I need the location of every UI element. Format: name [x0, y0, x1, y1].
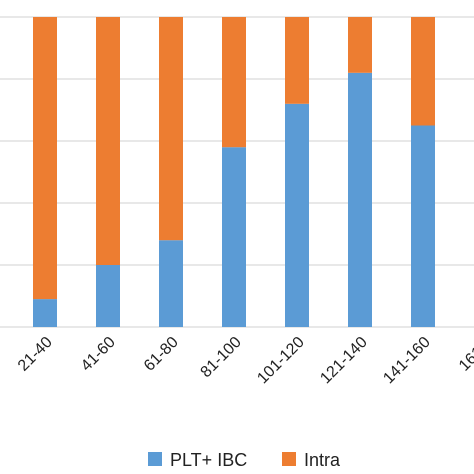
x-tick-label: 21-40 — [15, 334, 56, 375]
legend-label: PLT+ IBC — [170, 450, 247, 470]
legend-swatch — [282, 452, 296, 466]
x-tick-label: 81-100 — [198, 334, 245, 381]
bar-segment-intra — [411, 17, 435, 126]
bar-segment-intra — [159, 17, 183, 241]
bars — [33, 17, 435, 327]
bar-segment-plt-ibc — [222, 147, 246, 327]
x-tick-label: 61-80 — [141, 334, 182, 375]
x-axis-tick-labels: 21-40 41-60 61-80 81-100 101-120 121-140 141-1… — [15, 334, 474, 388]
bar-segment-intra — [285, 17, 309, 104]
bar-segment-plt-ibc — [33, 299, 57, 327]
legend: PLT+ IBC Intra — [148, 450, 341, 470]
bar-segment-plt-ibc — [159, 240, 183, 327]
bar-segment-plt-ibc — [96, 265, 120, 327]
bar-segment-plt-ibc — [348, 72, 372, 327]
bar-segment-plt-ibc — [285, 103, 309, 327]
x-tick-label: 141-160 — [380, 334, 434, 388]
legend-swatch — [148, 452, 162, 466]
bar-segment-intra — [96, 17, 120, 265]
bar-segment-intra — [33, 17, 57, 300]
x-tick-label: 161-1 — [456, 334, 474, 375]
x-tick-label: 41-60 — [78, 334, 119, 375]
legend-label: Intra — [304, 450, 341, 470]
bar-segment-intra — [222, 17, 246, 148]
bar-segment-intra — [348, 17, 372, 73]
x-tick-label: 101-120 — [254, 334, 308, 388]
bar-segment-plt-ibc — [411, 125, 435, 327]
x-tick-label: 121-140 — [317, 334, 371, 388]
